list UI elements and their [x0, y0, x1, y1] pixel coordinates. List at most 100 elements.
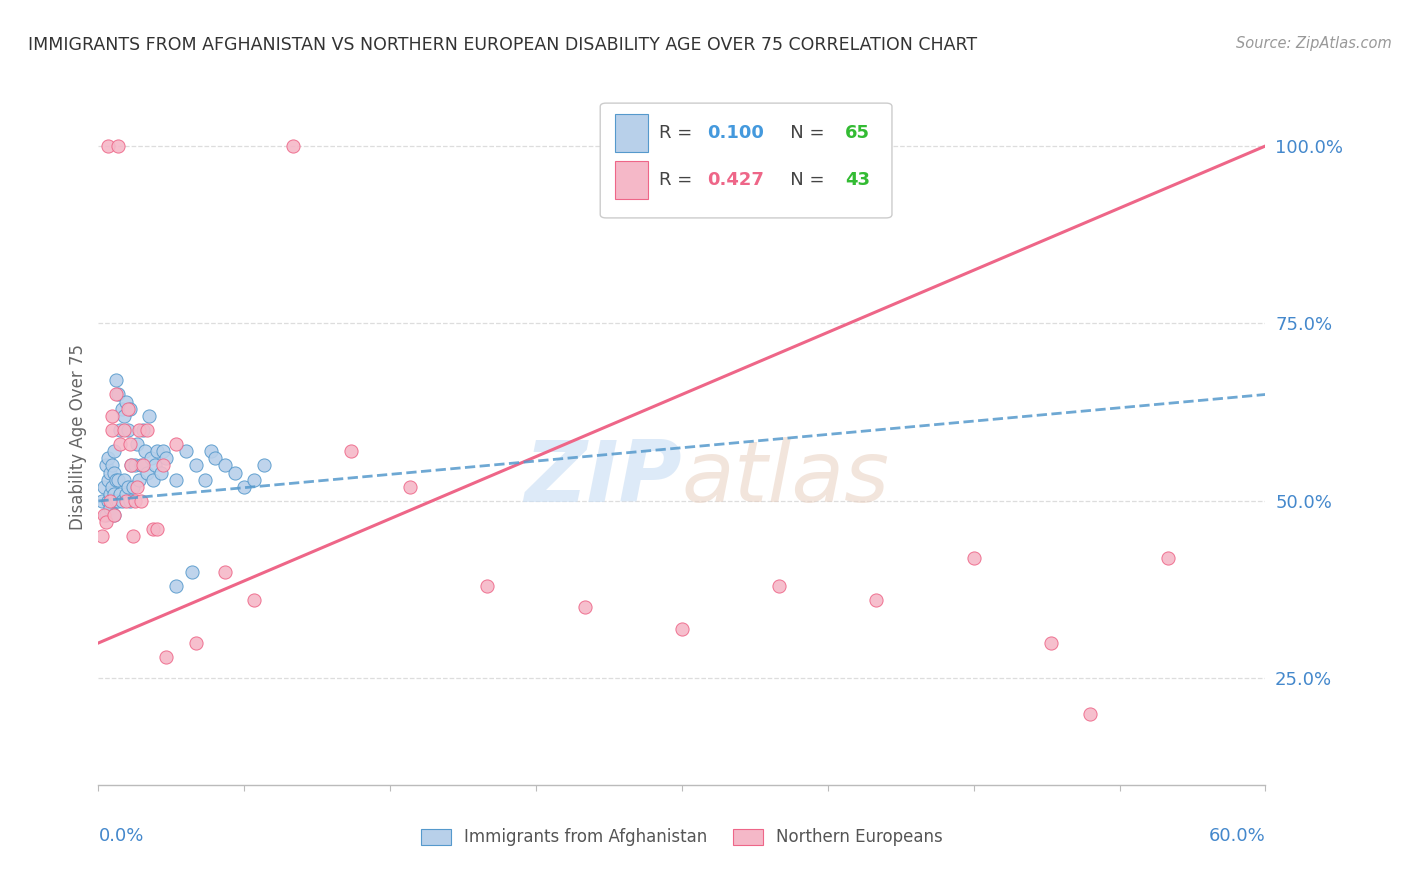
Point — [117, 401, 139, 416]
Point — [98, 501, 121, 516]
Point — [96, 458, 118, 473]
Point — [114, 494, 136, 508]
Point — [477, 579, 499, 593]
Point — [155, 650, 177, 665]
Point — [962, 550, 984, 565]
Text: ZIP: ZIP — [524, 437, 682, 520]
Point — [194, 473, 217, 487]
Point — [146, 444, 169, 458]
Point — [233, 480, 256, 494]
Point — [340, 444, 363, 458]
Text: 0.427: 0.427 — [707, 170, 765, 188]
Point — [103, 444, 125, 458]
Point — [152, 444, 174, 458]
Point — [124, 494, 146, 508]
Point — [132, 423, 155, 437]
Point — [101, 409, 124, 423]
Point — [243, 593, 266, 607]
Text: 0.100: 0.100 — [707, 124, 765, 142]
Point — [112, 423, 135, 437]
Legend: Immigrants from Afghanistan, Northern Europeans: Immigrants from Afghanistan, Northern Eu… — [415, 822, 949, 853]
Point — [124, 458, 146, 473]
Point — [108, 437, 131, 451]
Point — [253, 458, 276, 473]
Point — [574, 600, 596, 615]
Point — [1157, 550, 1180, 565]
Point — [398, 480, 420, 494]
Point — [103, 466, 125, 480]
Point — [122, 529, 145, 543]
FancyBboxPatch shape — [616, 114, 648, 153]
Text: 65: 65 — [845, 124, 870, 142]
Text: N =: N = — [773, 124, 830, 142]
Text: 60.0%: 60.0% — [1209, 827, 1265, 845]
Point — [97, 473, 120, 487]
Point — [93, 508, 115, 523]
Point — [96, 516, 118, 530]
Point — [118, 401, 141, 416]
Point — [768, 579, 790, 593]
Point — [149, 466, 172, 480]
Point — [96, 508, 118, 523]
Point — [97, 139, 120, 153]
Point — [101, 423, 124, 437]
Text: IMMIGRANTS FROM AFGHANISTAN VS NORTHERN EUROPEAN DISABILITY AGE OVER 75 CORRELAT: IMMIGRANTS FROM AFGHANISTAN VS NORTHERN … — [28, 36, 977, 54]
Point — [104, 373, 127, 387]
Point — [127, 437, 149, 451]
Point — [111, 494, 134, 508]
Point — [1040, 636, 1063, 650]
Point — [139, 451, 162, 466]
Text: atlas: atlas — [682, 437, 890, 520]
Point — [865, 593, 887, 607]
Point — [129, 458, 152, 473]
Point — [101, 458, 124, 473]
Point — [104, 494, 127, 508]
Point — [107, 494, 129, 508]
Point — [165, 437, 187, 451]
Point — [91, 494, 114, 508]
Point — [122, 480, 145, 494]
Point — [204, 451, 226, 466]
Point — [127, 480, 149, 494]
Text: N =: N = — [773, 170, 830, 188]
Point — [91, 529, 114, 543]
Point — [98, 487, 121, 501]
Point — [101, 494, 124, 508]
Point — [114, 487, 136, 501]
Point — [108, 487, 131, 501]
Point — [184, 636, 207, 650]
Point — [224, 466, 246, 480]
Point — [243, 473, 266, 487]
Point — [112, 473, 135, 487]
Point — [128, 423, 150, 437]
Point — [121, 458, 143, 473]
FancyBboxPatch shape — [616, 161, 648, 199]
Point — [1080, 706, 1102, 721]
Point — [180, 565, 202, 579]
Point — [107, 473, 129, 487]
Point — [118, 494, 141, 508]
Text: R =: R = — [658, 170, 697, 188]
Text: R =: R = — [658, 124, 697, 142]
Point — [165, 473, 187, 487]
Point — [103, 508, 125, 523]
Point — [104, 387, 127, 401]
FancyBboxPatch shape — [600, 103, 891, 218]
Point — [97, 494, 120, 508]
Point — [121, 458, 143, 473]
Point — [214, 565, 236, 579]
Point — [142, 522, 165, 536]
Point — [184, 458, 207, 473]
Point — [200, 444, 222, 458]
Point — [165, 579, 187, 593]
Point — [142, 473, 165, 487]
Point — [93, 480, 115, 494]
Point — [112, 409, 135, 423]
Point — [107, 387, 129, 401]
Point — [138, 409, 160, 423]
Point — [107, 139, 129, 153]
Point — [103, 487, 125, 501]
Point — [117, 423, 139, 437]
Point — [114, 394, 136, 409]
Point — [214, 458, 236, 473]
